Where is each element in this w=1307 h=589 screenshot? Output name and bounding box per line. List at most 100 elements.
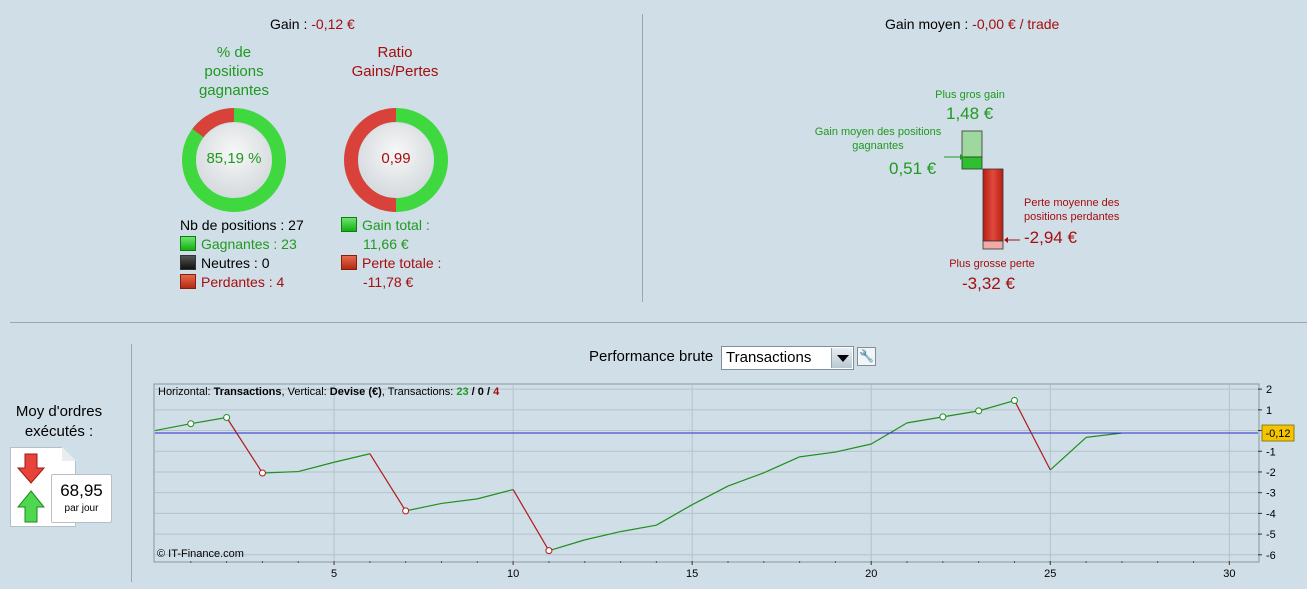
max-loss-bar [982, 240, 1004, 250]
down-arrow-icon [17, 453, 45, 484]
data-point [939, 413, 947, 421]
series-segment [763, 456, 800, 474]
series-segment [262, 470, 299, 474]
x-tick-label: 5 [331, 568, 337, 580]
plus-grosse-perte-label: Plus grosse perte [949, 258, 1035, 270]
orders-value-box: 68,95 par jour [51, 474, 112, 523]
x-tick-label: 20 [865, 568, 877, 580]
chart-copyright: © IT-Finance.com [157, 548, 244, 560]
series-segment [584, 531, 621, 541]
x-tick-label: 10 [507, 568, 519, 580]
series-segment [942, 410, 979, 418]
series-segment [405, 502, 442, 512]
y-tick-label: 2 [1266, 384, 1272, 396]
y-tick-label: -5 [1266, 529, 1276, 541]
gain-total-label: Gain total : [341, 216, 441, 235]
ratio-title: Ratio Gains/Pertes [351, 44, 439, 80]
donut-red-segment [192, 108, 235, 138]
data-point [223, 414, 231, 422]
avg-loss-arrow-head [1004, 237, 1008, 243]
donut-green-half [395, 108, 448, 212]
y-tick-label: -3 [1266, 488, 1276, 500]
gain-title: Gain : -0,12 € [270, 16, 355, 32]
orders-label: Moy d'ordres exécutés : [15, 403, 103, 440]
stat-gagnantes: Gagnantes : 23 [180, 235, 304, 254]
x-tick-label: 30 [1223, 568, 1235, 580]
vertical-divider [642, 14, 643, 302]
reference-line-group: -0,12 [155, 424, 1295, 442]
gain-moyen-value: -0,00 € / trade [972, 16, 1060, 32]
series-segment [333, 453, 371, 463]
performance-select[interactable]: Transactions [721, 346, 854, 370]
chart-series [154, 397, 1122, 555]
series-segment [1086, 432, 1122, 438]
ratio-value: 0,99 [381, 150, 411, 167]
gain-moyen-positions-label: Gain moyen des positions gagnantes [814, 126, 942, 152]
series-segment [226, 417, 263, 474]
reference-label: -0,12 [1265, 428, 1290, 440]
donut-red-half [344, 108, 397, 212]
perte-moyenne-label: Perte moyenne des positions perdantes [1024, 197, 1120, 223]
perte-totale-label: Perte totale : [341, 254, 441, 273]
gain-total-value: 11,66 € [363, 236, 409, 252]
series-segment [190, 416, 227, 425]
data-point [187, 420, 195, 428]
gain-moyen-title: Gain moyen : -0,00 € / trade [885, 16, 1060, 32]
pct-winning-title: % de positions gagnantes [198, 44, 270, 99]
plus-gros-gain-value: 1,48 € [946, 104, 994, 123]
orders-value: 68,95 [60, 481, 103, 500]
up-down-arrows-icon [17, 453, 45, 523]
black-square-icon [180, 255, 196, 270]
series-segment [656, 504, 693, 526]
series-segment [727, 472, 765, 487]
series-segment [691, 485, 729, 506]
series-segment [369, 453, 407, 512]
series-segment [1013, 400, 1051, 471]
series-segment [512, 489, 550, 551]
gain-moyen-positions-value: 0,51 € [889, 159, 937, 178]
performance-select-value: Transactions [726, 349, 812, 366]
green-square-icon [341, 217, 357, 232]
donut-center [359, 123, 433, 197]
chart-header: Horizontal: Transactions, Vertical: Devi… [158, 386, 500, 398]
positions-stats: Nb de positions : 27 Gagnantes : 23 Neut… [180, 216, 304, 292]
data-point [258, 469, 266, 477]
gain-value: -0,12 € [311, 16, 355, 32]
y-tick-label: -1 [1266, 446, 1276, 458]
x-axis: 5 10 15 20 25 30 [190, 561, 1235, 580]
chart-grid [155, 385, 1258, 561]
series-segment [978, 399, 1015, 412]
series-segment [477, 488, 514, 500]
wrench-icon[interactable]: 🔧 [857, 347, 876, 366]
perte-totale-value: -11,78 € [363, 274, 414, 290]
ratio-donut [344, 108, 448, 212]
up-arrow-icon [17, 490, 45, 523]
stat-neutres: Neutres : 0 [180, 254, 304, 273]
green-square-icon [180, 236, 196, 251]
avg-gain-arrow-head [960, 154, 964, 160]
plus-gros-gain-label: Plus gros gain [935, 89, 1005, 101]
pct-winning-value: 85,19 % [206, 150, 262, 167]
chart-plot-area [153, 383, 1260, 563]
series-segment [154, 423, 191, 432]
y-tick-label: -6 [1266, 550, 1276, 562]
avg-gain-bar [961, 156, 983, 170]
series-segment [620, 524, 657, 533]
y-axis: 21--1-2-3-4-5-6 [1258, 384, 1276, 562]
series-segment [1049, 436, 1087, 471]
perte-moyenne-value: -2,94 € [1024, 228, 1077, 247]
x-tick-label: 25 [1044, 568, 1056, 580]
doc-fold [62, 447, 76, 461]
donut-center [197, 123, 271, 197]
data-point [402, 507, 410, 515]
chevron-down-icon[interactable] [831, 348, 852, 368]
stat-perdantes: Perdantes : 4 [180, 273, 304, 292]
vertical-divider-bottom [131, 344, 132, 582]
reference-label-box [1261, 424, 1295, 442]
data-point [1010, 397, 1018, 405]
performance-label: Performance brute [589, 348, 714, 365]
orders-unit: par jour [64, 503, 99, 514]
red-square-icon [180, 274, 196, 289]
totals-stats: Gain total : 11,66 € Perte totale : -11,… [341, 216, 441, 292]
